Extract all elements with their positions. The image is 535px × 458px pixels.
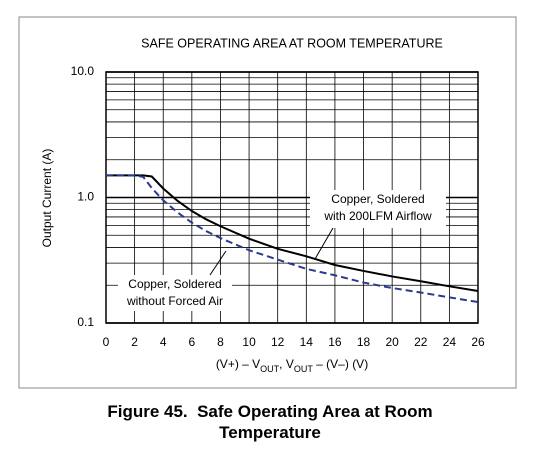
x-axis-label-part: OUT <box>294 364 314 374</box>
y-tick-label: 0.1 <box>77 315 94 329</box>
annotation-text: without Forced Air <box>126 294 223 308</box>
y-tick-label: 10.0 <box>71 64 95 78</box>
x-tick-label: 20 <box>385 335 399 349</box>
annotation-text: with 200LFM Airflow <box>323 209 432 223</box>
x-tick-label: 16 <box>328 335 342 349</box>
x-tick-label: 6 <box>189 335 196 349</box>
x-tick-label: 8 <box>217 335 224 349</box>
x-axis-label: (V+) – VOUT, VOUT – (V–) (V) <box>216 357 368 374</box>
x-tick-label: 4 <box>160 335 167 349</box>
annotation-box <box>310 190 446 228</box>
x-axis-label-part: OUT <box>260 364 280 374</box>
caption: Figure 45. Safe Operating Area at Room T… <box>107 402 438 442</box>
y-tick-label: 1.0 <box>77 190 94 204</box>
annotation-text: Copper, Soldered <box>128 277 221 291</box>
x-tick-label: 22 <box>414 335 428 349</box>
series-line <box>106 174 479 303</box>
x-tick-label: 24 <box>443 335 457 349</box>
chart-title: SAFE OPERATING AREA AT ROOM TEMPERATURE <box>141 36 443 50</box>
annotation-box <box>118 275 232 311</box>
x-tick-label: 0 <box>103 335 110 349</box>
x-tick-label: 14 <box>300 335 314 349</box>
x-tick-label: 18 <box>357 335 371 349</box>
annotation-leader <box>314 227 334 260</box>
x-axis-label-part: – (V–) (V) <box>313 357 368 371</box>
frame <box>18 16 517 389</box>
chart: SAFE OPERATING AREA AT ROOM TEMPERATURE … <box>18 16 517 389</box>
x-tick-label: 2 <box>131 335 138 349</box>
plot-border <box>105 71 479 324</box>
series-line <box>106 174 479 292</box>
annotation-leader <box>209 250 227 276</box>
x-axis-label-part: , V <box>279 357 294 371</box>
x-tick-label: 26 <box>471 335 485 349</box>
x-tick-label: 12 <box>271 335 285 349</box>
x-axis-label-part: (V+) – V <box>216 357 260 371</box>
annotation-text: Copper, Soldered <box>331 192 424 206</box>
y-axis-label: Output Current (A) <box>40 149 54 248</box>
x-tick-label: 10 <box>242 335 256 349</box>
